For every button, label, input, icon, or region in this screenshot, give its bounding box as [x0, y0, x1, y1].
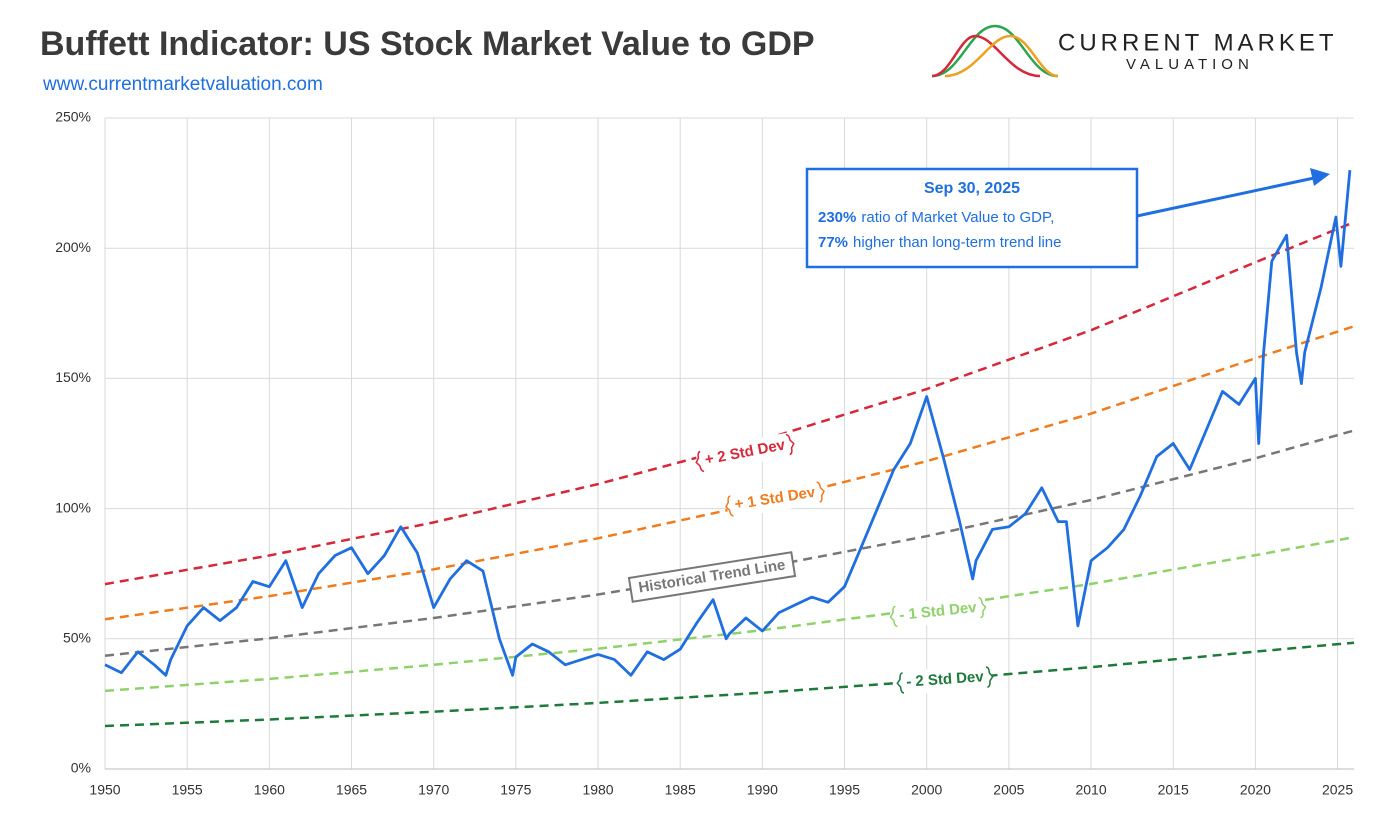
- series-label-group: + 2 Std Dev: [694, 431, 796, 475]
- annotation-bold: 77%: [818, 234, 848, 251]
- annotation-text: higher than long-term trend line: [853, 234, 1061, 251]
- logo-text: VALUATION: [1126, 56, 1254, 73]
- annotation-bold: 230%: [818, 209, 856, 226]
- x-tick-label: 1980: [582, 782, 613, 798]
- annotation-text: ratio of Market Value to GDP,: [861, 209, 1054, 226]
- x-tick-label: 1965: [336, 782, 367, 798]
- label-brace: [785, 434, 795, 456]
- label-brace: [725, 495, 734, 517]
- series-label: - 2 Std Dev: [906, 668, 985, 690]
- x-tick-label: 2015: [1158, 782, 1189, 798]
- x-tick-label: 1950: [89, 782, 120, 798]
- x-tick-label: 1995: [829, 782, 860, 798]
- annotation-date: Sep 30, 2025: [924, 180, 1020, 197]
- series-label-bg: [694, 431, 796, 475]
- annotation-line: 230% ratio of Market Value to GDP,: [818, 209, 1054, 226]
- logo-text: CURRENT MARKET: [1058, 29, 1338, 56]
- y-tick-label: 250%: [55, 109, 91, 125]
- data-line: [104, 169, 1352, 677]
- chart-title: Buffett Indicator: US Stock Market Value…: [40, 25, 815, 63]
- series-label-bg: [627, 551, 797, 603]
- band-line: [104, 221, 1355, 586]
- x-tick-label: 1985: [665, 782, 696, 798]
- x-tick-label: 2000: [911, 782, 942, 798]
- x-tick-label: 2005: [993, 782, 1024, 798]
- series-label-group: Historical Trend Line: [627, 551, 797, 603]
- y-tick-label: 200%: [55, 239, 91, 255]
- x-tick-label: 1955: [172, 782, 203, 798]
- series-label-bg: [725, 479, 825, 519]
- series-label: Historical Trend Line: [637, 556, 786, 596]
- x-tick-label: 2020: [1240, 782, 1271, 798]
- x-tick-label: 2025: [1322, 782, 1353, 798]
- x-tick-label: 1990: [747, 782, 778, 798]
- series-label-bg: [897, 664, 993, 696]
- x-tick-label: 1975: [500, 782, 531, 798]
- series-label-group: + 1 Std Dev: [725, 479, 825, 519]
- label-brace: [896, 672, 905, 694]
- logo-icon: [931, 24, 1059, 78]
- y-tick-label: 50%: [63, 630, 91, 646]
- series-label-group: - 1 Std Dev: [889, 595, 987, 629]
- label-brace: [985, 666, 994, 688]
- y-tick-label: 0%: [71, 760, 91, 776]
- series-label-bg: [890, 595, 986, 629]
- annotation-arrowhead: [1310, 168, 1330, 186]
- annotation-line: 77% higher than long-term trend line: [818, 234, 1062, 251]
- y-tick-label: 100%: [55, 499, 91, 515]
- x-tick-label: 1970: [418, 782, 449, 798]
- series-label-group: - 2 Std Dev: [896, 664, 994, 696]
- y-tick-label: 150%: [55, 369, 91, 385]
- x-tick-label: 1960: [254, 782, 285, 798]
- annotation-box: [805, 167, 1139, 269]
- label-brace: [695, 450, 705, 472]
- label-brace: [978, 596, 987, 619]
- annotation-arrow: [1136, 176, 1315, 218]
- band-line: [104, 535, 1355, 693]
- x-tick-label: 2010: [1075, 782, 1106, 798]
- label-brace: [816, 481, 825, 503]
- label-brace: [889, 605, 898, 628]
- chart-subtitle: www.currentmarketvaluation.com: [42, 74, 323, 95]
- band-line: [104, 641, 1355, 728]
